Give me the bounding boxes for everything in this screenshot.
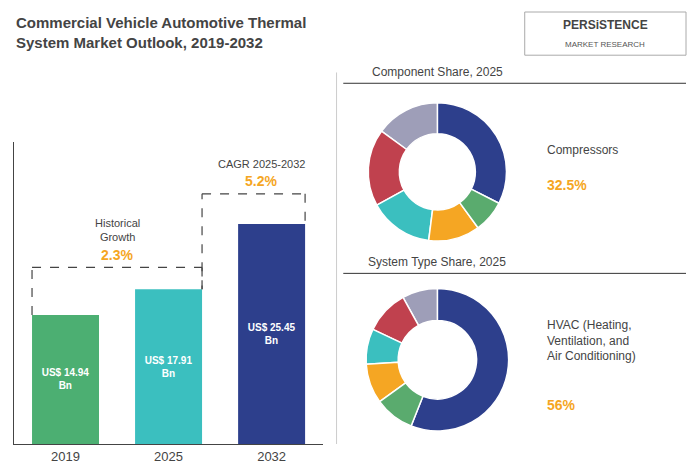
svg-text:2032: 2032 [257, 449, 286, 464]
svg-text:32.5%: 32.5% [547, 177, 587, 193]
svg-text:CAGR 2025-2032: CAGR 2025-2032 [218, 158, 305, 170]
svg-text:US$ 17.91Bn: US$ 17.91Bn [145, 355, 193, 379]
svg-text:5.2%: 5.2% [245, 173, 277, 189]
svg-text:2019: 2019 [51, 449, 80, 464]
svg-text:Component Share, 2025: Component Share, 2025 [372, 65, 503, 79]
svg-text:HistoricalGrowth: HistoricalGrowth [95, 217, 140, 243]
svg-text:System Type Share, 2025: System Type Share, 2025 [368, 255, 506, 269]
svg-text:2.3%: 2.3% [101, 247, 133, 263]
svg-text:2025: 2025 [154, 449, 183, 464]
svg-text:US$ 14.94Bn: US$ 14.94Bn [42, 367, 90, 391]
svg-text:PERSiSTENCE: PERSiSTENCE [563, 18, 648, 32]
svg-text:US$ 25.45Bn: US$ 25.45Bn [248, 322, 296, 346]
svg-text:Commercial Vehicle Automotive: Commercial Vehicle Automotive ThermalSys… [16, 14, 306, 51]
svg-text:56%: 56% [547, 397, 576, 413]
svg-text:Compressors: Compressors [547, 143, 618, 157]
svg-text:HVAC (Heating,Ventilation, and: HVAC (Heating,Ventilation, andAir Condit… [547, 318, 636, 363]
svg-text:MARKET RESEARCH: MARKET RESEARCH [565, 40, 645, 49]
